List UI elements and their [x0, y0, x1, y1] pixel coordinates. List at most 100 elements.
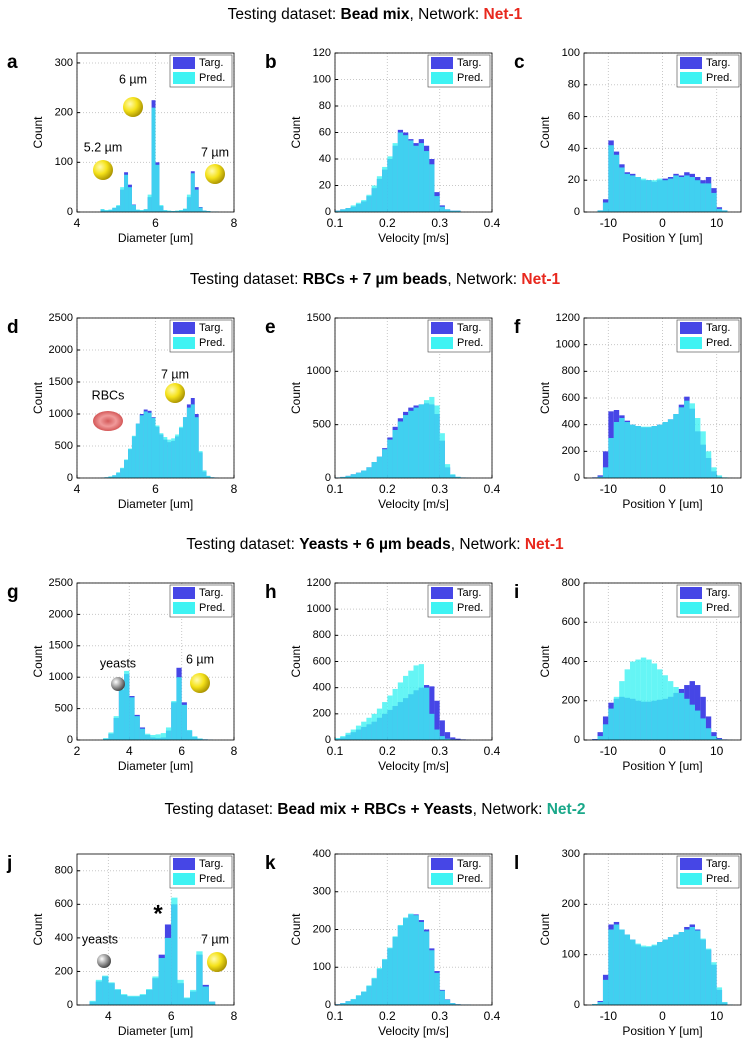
histogram-bar: [376, 456, 383, 478]
histogram-bar: [439, 990, 445, 1005]
histogram-bar: [89, 1000, 96, 1005]
histogram-bar: [335, 210, 341, 212]
histogram-bar: [202, 986, 209, 1005]
annotation: RBCs: [92, 388, 125, 402]
histogram-bar: [158, 958, 165, 1005]
legend-swatch: [680, 322, 702, 334]
y-axis-label: Count: [31, 381, 45, 414]
histogram-bar: [134, 716, 140, 740]
rbc-icon: [93, 411, 123, 431]
panel-label: g: [7, 582, 19, 603]
histogram-bar: [340, 1003, 346, 1005]
x-tick-label: 0.3: [431, 482, 448, 496]
histogram-bar: [716, 739, 723, 740]
x-axis-label: Diameter [um]: [118, 1024, 193, 1038]
axes-frame: [583, 317, 742, 479]
histogram-bar: [624, 173, 631, 212]
histogram-bar: [135, 423, 140, 478]
x-tick-label: 2: [74, 744, 81, 758]
histogram-bar: [100, 209, 105, 212]
y-tick-label: 200: [562, 898, 580, 910]
axes-frame: [76, 853, 235, 1006]
y-tick-label: 20: [319, 179, 331, 191]
histogram-bar: [371, 462, 377, 478]
panel-label: a: [7, 52, 18, 73]
annotation: 6 µm: [119, 72, 147, 86]
histogram-bar: [640, 426, 647, 478]
y-tick-label: 200: [313, 923, 331, 935]
histogram-bar: [640, 657, 647, 740]
y-axis-label: Count: [31, 116, 45, 149]
x-tick-label: 4: [74, 216, 81, 230]
legend-swatch: [173, 602, 195, 614]
histogram-bar: [444, 999, 451, 1005]
x-tick-label: 6: [168, 1009, 175, 1023]
legend-label: Pred.: [457, 72, 483, 84]
histogram-bar: [657, 178, 663, 212]
panel-label: l: [514, 853, 519, 874]
histogram-bar: [455, 210, 461, 212]
histogram-bar: [186, 407, 191, 478]
x-tick-label: 0: [659, 482, 666, 496]
histogram-bar: [146, 989, 153, 1005]
y-tick-label: 100: [562, 47, 580, 59]
panel-label: h: [265, 582, 277, 603]
histogram-bar: [159, 205, 164, 212]
legend-swatch: [680, 602, 702, 614]
histogram-bar: [662, 422, 668, 478]
histogram-bar: [190, 173, 195, 212]
histogram-bar: [150, 734, 156, 740]
histogram-bar: [361, 200, 367, 212]
y-tick-label: 600: [313, 655, 331, 667]
histogram-bar: [198, 207, 203, 212]
panel-label: d: [7, 317, 19, 338]
y-tick-label: 200: [562, 445, 580, 457]
histogram-bar: [112, 207, 117, 212]
histogram-bar: [361, 721, 367, 740]
y-tick-label: 400: [313, 848, 331, 860]
histogram-bar: [423, 931, 430, 1005]
y-tick-label: 800: [313, 629, 331, 641]
x-axis-label: Diameter [um]: [118, 759, 193, 773]
panel-label: b: [265, 52, 277, 73]
histogram-bar: [423, 687, 430, 740]
y-tick-label: 1000: [307, 603, 331, 615]
histogram-bar: [651, 663, 658, 740]
histogram-bar: [673, 414, 679, 478]
y-tick-label: 800: [562, 365, 580, 377]
legend-swatch: [173, 57, 195, 69]
legend-label: Pred.: [706, 72, 732, 84]
x-tick-label: 4: [105, 1009, 112, 1023]
y-tick-label: 0: [325, 999, 331, 1011]
legend-swatch: [173, 858, 195, 870]
histogram-bar: [450, 474, 456, 478]
y-axis-label: Count: [538, 381, 552, 414]
histogram-bar: [689, 704, 695, 740]
y-axis-label: Count: [538, 116, 552, 149]
histogram-bar: [684, 929, 690, 1005]
y-tick-label: 2500: [49, 577, 73, 589]
axes-frame: [76, 317, 235, 479]
x-axis-label: Diameter [um]: [118, 231, 193, 245]
histogram-bar: [624, 669, 631, 740]
x-tick-label: 0.3: [431, 216, 448, 230]
y-tick-label: 40: [568, 142, 580, 154]
histogram-bar: [345, 1001, 351, 1005]
histogram-bar: [155, 164, 160, 212]
histogram-bar: [116, 205, 121, 212]
histogram-bar: [175, 434, 180, 478]
y-axis-label: Count: [31, 913, 45, 946]
row-heading: Testing dataset: Yeasts + 6 µm beads, Ne…: [186, 536, 564, 553]
heading-text: , Network:: [409, 6, 483, 23]
legend-label: Targ.: [706, 322, 730, 334]
histogram-bar: [684, 400, 690, 478]
axes-frame: [334, 52, 493, 213]
histogram-bar: [171, 211, 176, 212]
histogram-bar: [128, 187, 132, 212]
y-tick-label: 2000: [49, 344, 73, 356]
histogram-bar: [716, 208, 723, 212]
histogram-bar: [350, 474, 356, 478]
y-tick-label: 0: [325, 734, 331, 746]
histogram-bar: [444, 738, 451, 740]
